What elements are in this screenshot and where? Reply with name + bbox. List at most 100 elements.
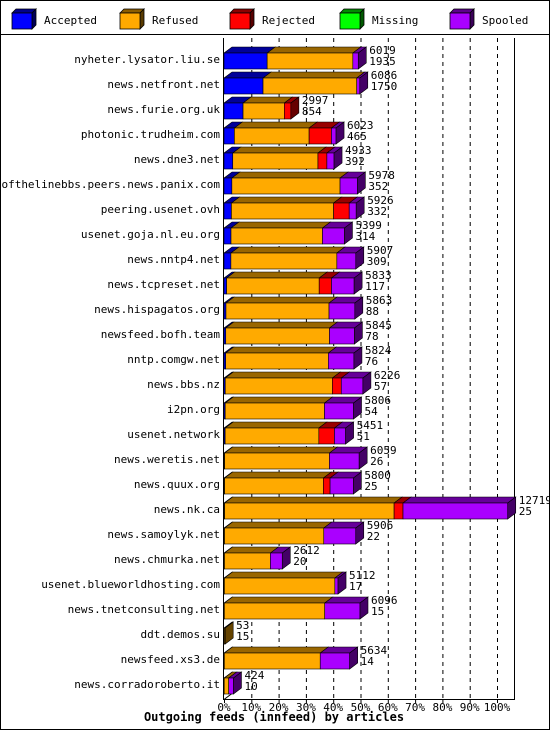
bar-segment-refused: [262, 77, 358, 95]
bar-side: [353, 471, 362, 495]
bar-segment-refused: [224, 602, 326, 620]
category-label: usenet.blueworldhosting.com: [41, 578, 220, 591]
x-tick-label: 100%: [484, 701, 511, 714]
bar-segment-spooled: [356, 77, 361, 95]
bar-segment-top-refused: [262, 71, 366, 79]
bar-side: [337, 571, 347, 595]
bar-segment-spooled: [323, 527, 357, 545]
bar-segment-top-refused: [224, 396, 334, 404]
bar-segment-refused: [226, 277, 320, 295]
value-label-total: 5451: [357, 419, 384, 432]
bar-segment-rejected: [393, 502, 404, 520]
bar-segment-top-refused: [223, 521, 333, 529]
bar-segment-top-spooled: [402, 496, 517, 504]
category-label: news.hispagatos.org: [94, 303, 220, 316]
value-label-accepted: 1935: [369, 55, 396, 68]
category-label: news.tcpreset.net: [107, 278, 220, 291]
category-label: usenet.goja.nl.eu.org: [81, 228, 220, 241]
value-label-total: 6096: [371, 594, 398, 607]
category-label: news.tnetconsulting.net: [68, 603, 220, 616]
category-label: news.chmurka.net: [114, 553, 220, 566]
bar-segment-spooled: [352, 52, 359, 70]
bar-segment-spooled: [326, 152, 335, 170]
value-label-total: 424: [244, 669, 264, 682]
category-label: news.netfront.net: [107, 78, 220, 91]
value-label-accepted: 309: [367, 255, 387, 268]
x-tick-label: 90%: [460, 701, 480, 714]
x-tick-label: 10%: [241, 701, 261, 714]
bar-segment-refused: [234, 127, 310, 145]
bar-side: [355, 196, 365, 220]
bar-segment-top-refused: [225, 296, 338, 304]
legend-item-rejected: Rejected: [229, 8, 315, 30]
bar-segment-top-refused: [223, 471, 333, 479]
bar-segment-rejected: [318, 277, 332, 295]
legend-item-accepted: Accepted: [11, 8, 97, 30]
value-label-accepted: 352: [368, 180, 388, 193]
bar-segment-refused: [223, 677, 229, 695]
bar-segment-top-refused: [223, 496, 403, 504]
value-label-total: 12719: [519, 494, 550, 507]
bar-segment-accepted: [223, 127, 235, 145]
category-label: peering.usenet.ovh: [101, 203, 220, 216]
value-label-accepted: 88: [366, 305, 379, 318]
bar-segment-refused: [224, 502, 395, 520]
bar-segment-refused: [224, 527, 325, 545]
legend-swatch: [119, 12, 141, 30]
legend-swatch-side: [469, 8, 475, 30]
bar-segment-rejected: [308, 127, 332, 145]
x-tick-label: 80%: [432, 701, 452, 714]
value-label-total: 6023: [347, 119, 374, 132]
legend-swatch-side: [139, 8, 145, 30]
bar-side: [290, 96, 300, 120]
bar-segment-refused: [232, 152, 319, 170]
category-label: news.nntp4.net: [127, 253, 220, 266]
category-label: i2pn.org: [167, 403, 220, 416]
value-label-accepted: 17: [349, 580, 362, 593]
bar-segment-top-refused: [229, 246, 346, 254]
legend-item-spooled: Spooled: [449, 8, 528, 30]
bar-segment-spooled: [348, 202, 357, 220]
bar-segment-top-refused: [266, 46, 362, 54]
bar-segment-top-refused: [242, 96, 294, 104]
bar-segment-spooled: [328, 352, 355, 370]
value-label-accepted: 15: [236, 630, 249, 643]
bar-side: [233, 671, 242, 695]
value-label-total: 5845: [365, 319, 392, 332]
bar-segment-accepted: [223, 202, 232, 220]
bar-side: [353, 346, 363, 370]
legend-label: Refused: [152, 14, 198, 27]
bar-segment-refused: [225, 327, 330, 345]
bar-segment-top-refused: [233, 121, 319, 129]
bar-segment-refused: [224, 452, 330, 470]
bar-segment-spooled: [228, 677, 234, 695]
category-label: news.bbs.nz: [147, 378, 220, 391]
category-label: nntp.comgw.net: [127, 353, 220, 366]
x-tick-label: 30%: [296, 701, 316, 714]
bar-side: [357, 46, 367, 70]
legend-label: Accepted: [44, 14, 97, 27]
bar-segment-spooled: [324, 402, 354, 420]
category-label: photonic.trudheim.com: [81, 128, 220, 141]
bar-segment-top-refused: [224, 371, 342, 379]
bar-segment-top-refused: [223, 596, 334, 604]
bar-side: [507, 496, 517, 520]
value-label-accepted: 465: [347, 130, 367, 143]
bar-segment-accepted: [223, 152, 234, 170]
bar-side: [362, 371, 372, 395]
legend-label: Missing: [372, 14, 418, 27]
bar-segment-rejected: [284, 102, 292, 120]
bar-segment-refused: [224, 652, 321, 670]
bar-segment-accepted: [223, 102, 244, 120]
value-label-total: 5112: [349, 569, 376, 582]
value-label-total: 5399: [355, 219, 382, 232]
category-label: newsfeed.xs3.de: [121, 653, 220, 666]
